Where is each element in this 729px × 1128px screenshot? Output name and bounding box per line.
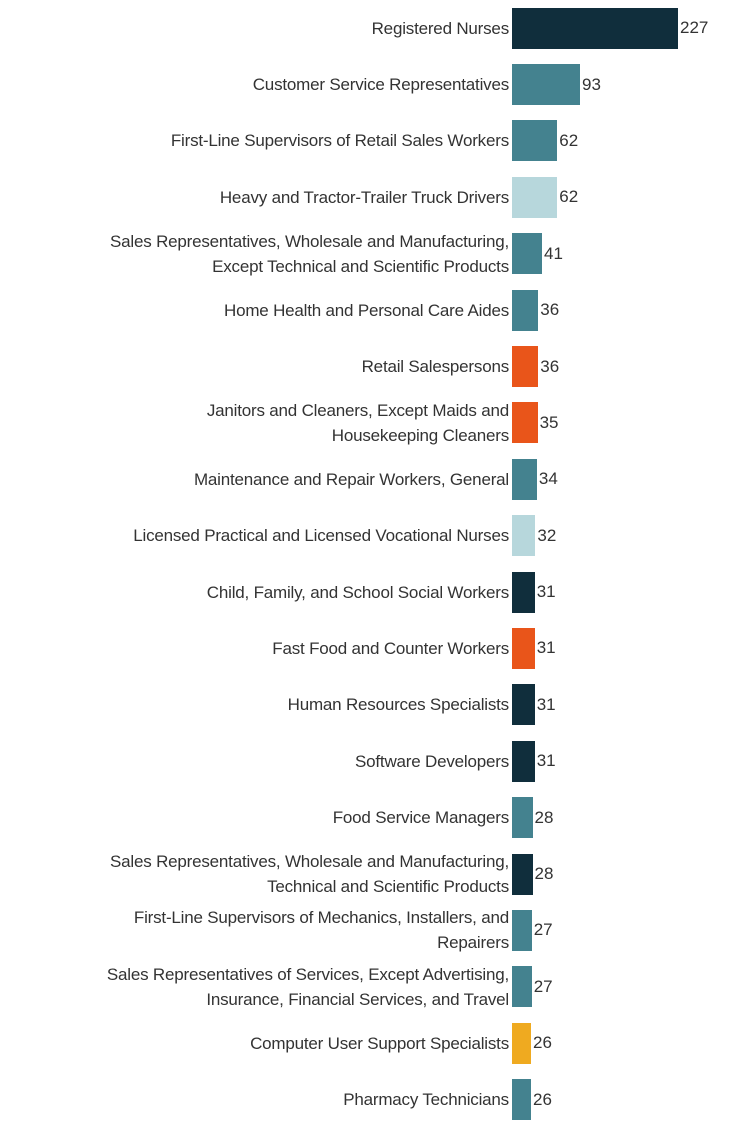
category-label: Sales Representatives, Wholesale and Man… [110,231,509,276]
value-label: 93 [582,74,601,94]
chart-row: Human Resources Specialists 31 [0,677,729,733]
bar[interactable] [512,176,558,218]
bar[interactable] [512,797,533,839]
chart-row: Customer Service Representatives 93 [0,56,729,112]
bar[interactable] [512,515,536,557]
value-label: 36 [540,300,560,320]
chart-row: Food Service Managers 28 [0,789,729,845]
chart-row: Home Health and Personal Care Aides 36 [0,282,729,338]
bar[interactable] [512,966,532,1008]
value-label: 28 [534,807,554,827]
category-label: Sales Representatives of Services, Excep… [106,964,509,1009]
category-label: Fast Food and Counter Workers [272,638,509,658]
value-label: 62 [559,187,579,207]
category-label: Customer Service Representatives [252,75,509,95]
bar[interactable] [512,289,539,331]
bar[interactable] [512,1079,531,1121]
category-label: Food Service Managers [332,808,509,828]
chart-row: Retail Salespersons 36 [0,338,729,394]
bar[interactable] [512,627,535,669]
category-label: Software Developers [355,751,509,771]
chart-row: Janitors and Cleaners, Except Maids and … [0,395,729,451]
bar[interactable] [512,740,535,782]
bar[interactable] [512,853,533,895]
value-label: 227 [680,18,709,38]
value-label: 27 [533,976,553,996]
category-label: Home Health and Personal Care Aides [224,300,509,320]
value-label: 26 [533,1089,552,1109]
value-label: 34 [538,469,558,489]
bar[interactable] [512,909,532,951]
chart-row: Fast Food and Counter Workers 31 [0,620,729,676]
chart-row: Sales Representatives, Wholesale and Man… [0,846,729,902]
category-label: Heavy and Tractor-Trailer Truck Drivers [219,187,509,207]
value-label: 28 [534,864,554,884]
bar[interactable] [512,402,538,444]
bar[interactable] [512,120,558,162]
value-label: 32 [537,525,557,545]
chart-row: First-Line Supervisors of Mechanics, Ins… [0,902,729,958]
value-label: 31 [536,694,556,714]
value-label: 62 [559,130,579,150]
bar[interactable] [512,346,539,388]
chart-row: Computer User Support Specialists 26 [0,1015,729,1071]
category-label: Pharmacy Technicians [343,1090,509,1110]
category-label: Child, Family, and School Social Workers [206,582,509,602]
category-label: Janitors and Cleaners, Except Maids and … [206,400,509,445]
chart-row: Registered Nurses 227 [0,0,729,56]
value-label: 31 [536,751,556,771]
value-label: 27 [533,920,553,940]
chart-row: Licensed Practical and Licensed Vocation… [0,508,729,564]
bar[interactable] [512,7,678,49]
value-label: 35 [539,412,559,432]
chart-row: Maintenance and Repair Workers, General 3… [0,451,729,507]
category-label: Maintenance and Repair Workers, General [193,469,509,489]
category-label: Computer User Support Specialists [250,1033,509,1053]
value-label: 26 [533,1033,552,1053]
category-label: Retail Salespersons [361,357,510,377]
bar[interactable] [512,233,542,275]
bar[interactable] [512,1022,531,1064]
bar[interactable] [512,571,535,613]
chart-row: Pharmacy Technicians 26 [0,1071,729,1127]
chart-row: Software Developers 31 [0,733,729,789]
category-label: First-Line Supervisors of Mechanics, Ins… [133,908,509,953]
chart-row: First-Line Supervisors of Retail Sales W… [0,113,729,169]
value-label: 31 [536,638,556,658]
category-label: Registered Nurses [371,18,510,38]
bar[interactable] [512,458,537,500]
bar[interactable] [512,684,535,726]
bar[interactable] [512,64,580,106]
value-label: 41 [544,243,563,263]
value-label: 31 [536,582,556,602]
value-label: 36 [540,356,560,376]
category-label: Human Resources Specialists [287,695,510,715]
chart-row: Sales Representatives of Services, Excep… [0,959,729,1015]
chart-row: Sales Representatives, Wholesale and Man… [0,226,729,282]
category-label: First-Line Supervisors of Retail Sales W… [170,131,509,151]
chart-row: Child, Family, and School Social Workers… [0,564,729,620]
category-label: Sales Representatives, Wholesale and Man… [110,852,509,897]
chart-row: Heavy and Tractor-Trailer Truck Drivers 6… [0,169,729,225]
category-label: Licensed Practical and Licensed Vocation… [133,526,509,546]
